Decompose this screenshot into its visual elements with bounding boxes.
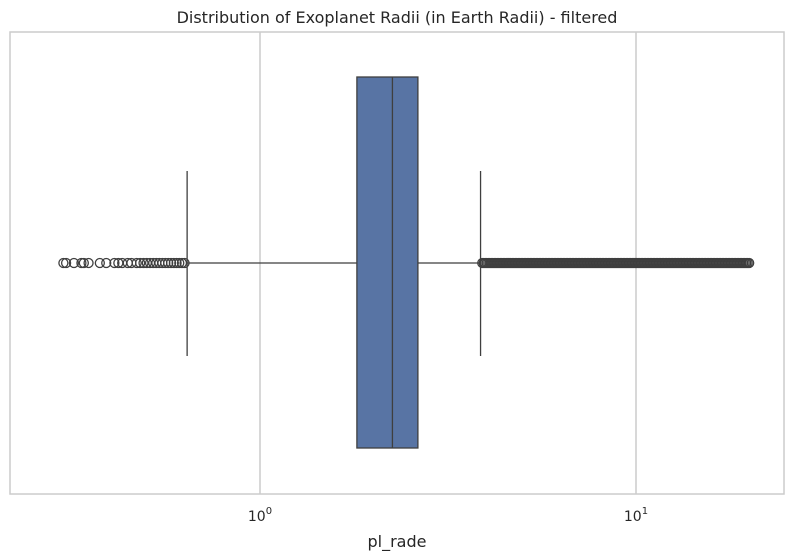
outlier-low-29 [179,257,190,269]
outlier-low-14 [134,257,146,269]
outlier-low-27 [174,257,185,269]
x-tick-label-1: 101 [624,506,648,525]
plot-area [58,76,755,449]
x-tick-exponent-0: 0 [266,506,272,517]
outlier-low-6 [94,257,105,269]
outlier-low-28 [176,257,188,269]
x-tick-base-0: 10 [248,509,266,525]
outlier-low-4 [78,257,89,269]
outlier-low-25 [168,257,179,269]
x-tick-exponent-1: 1 [642,506,648,517]
outlier-low-1 [60,257,72,269]
x-tick-label-0: 100 [248,506,272,525]
chart-title: Distribution of Exoplanet Radii (in Eart… [177,8,618,27]
outlier-low-7 [101,257,112,269]
x-axis-label: pl_rade [368,532,427,552]
outlier-low-13 [131,257,142,269]
outlier-low-24 [165,257,177,269]
outlier-low-2 [68,257,80,269]
x-tick-base-1: 10 [624,509,642,525]
outlier-low-0 [58,257,69,269]
outlier-low-26 [171,257,182,269]
outlier-low-5 [83,257,94,269]
interquartile-box [356,76,419,449]
outlier-high-178 [744,257,755,269]
plot-frame [9,31,785,495]
x-axis-ticks: 100 101 [248,506,648,525]
outlier-low-8 [109,257,120,269]
outlier-low-15 [138,257,149,269]
